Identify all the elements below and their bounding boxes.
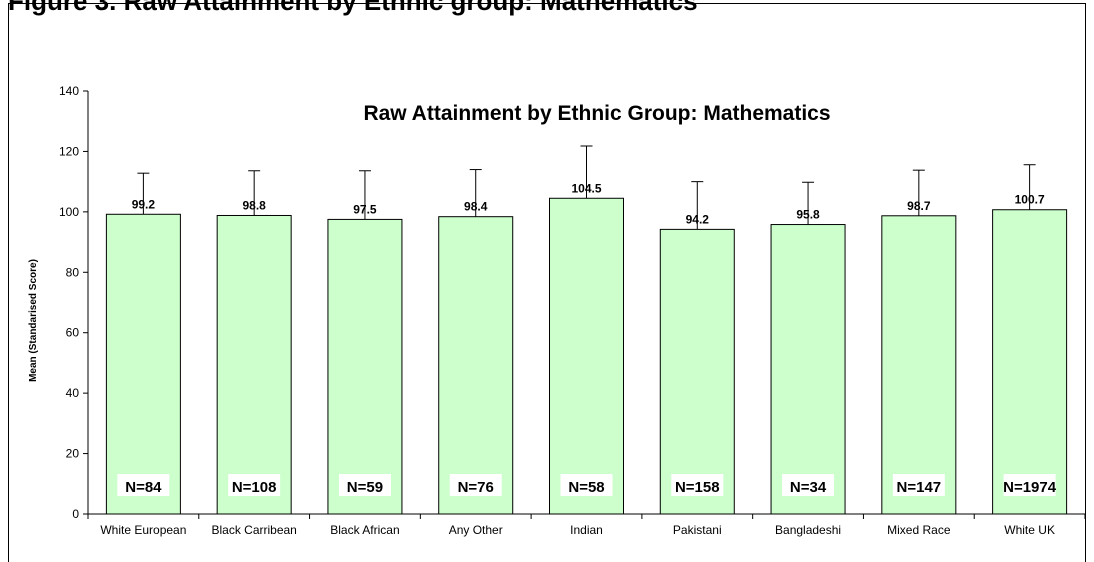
n-label-background [117,474,170,496]
value-label: 95.8 [796,208,820,222]
n-label-background [782,474,835,496]
y-tick-label: 40 [66,386,80,400]
category-label: Any Other [449,523,503,537]
value-label: 99.2 [132,197,156,211]
n-label: N=84 [125,479,162,496]
bar [438,216,514,515]
chart-title: Raw Attainment by Ethnic Group: Mathemat… [363,102,831,125]
n-label-background [1003,474,1056,496]
y-tick-label: 140 [59,84,79,98]
n-label-background [228,474,281,496]
category-label: Black African [330,523,399,537]
n-label: N=34 [790,479,827,496]
category-label: White European [100,523,186,537]
y-tick-label: 20 [66,447,80,461]
bar [105,213,181,515]
n-label: N=58 [568,479,604,496]
n-label-background [671,474,724,496]
bar [881,215,957,515]
y-axis: 0 20 40 60 80 100 120 140 Mean (Standarised Scor… [28,84,89,521]
n-label: N=59 [347,479,383,496]
y-tick-label: 0 [72,507,79,521]
y-tick-label: 100 [59,205,79,219]
bar [327,218,403,515]
value-label: 98.4 [464,200,488,214]
value-label: 94.2 [686,212,710,226]
bar [216,214,292,515]
category-label: Bangladeshi [775,523,841,537]
n-label: N=1974 [1003,479,1057,496]
y-tick-label: 120 [59,144,79,158]
bar [549,197,624,515]
figure-caption: Figure 3. Raw Attainment by Ethnic group… [8,0,698,16]
value-label: 100.7 [1015,193,1045,207]
y-tick-label: 60 [66,326,80,340]
category-label: Indian [570,523,603,537]
bar [770,224,846,515]
value-label: 97.5 [353,202,377,216]
labels: 99.2 N=84 White European 98.8 N=108 Black Car… [100,181,1056,537]
n-label-background [449,474,502,496]
x-axis [87,513,1086,519]
chart-border [8,3,1086,562]
value-label: 104.5 [571,181,601,195]
n-label: N=76 [458,479,494,496]
category-label: Black Carribean [211,523,296,537]
n-label: N=147 [897,479,942,496]
category-label: White UK [1004,523,1055,537]
n-label-background [892,474,945,496]
n-label: N=158 [675,479,720,496]
y-axis-label: Mean (Standarised Score) [28,259,39,382]
y-tick-label: 80 [66,265,80,279]
n-label: N=108 [232,479,277,496]
bars [105,145,1068,515]
category-label: Pakistani [673,523,722,537]
value-label: 98.8 [242,198,266,212]
bar [659,228,735,515]
n-label-background [560,474,613,496]
value-label: 98.7 [907,199,931,213]
bar [992,209,1068,515]
n-label-background [338,474,391,496]
category-label: Mixed Race [887,523,951,537]
